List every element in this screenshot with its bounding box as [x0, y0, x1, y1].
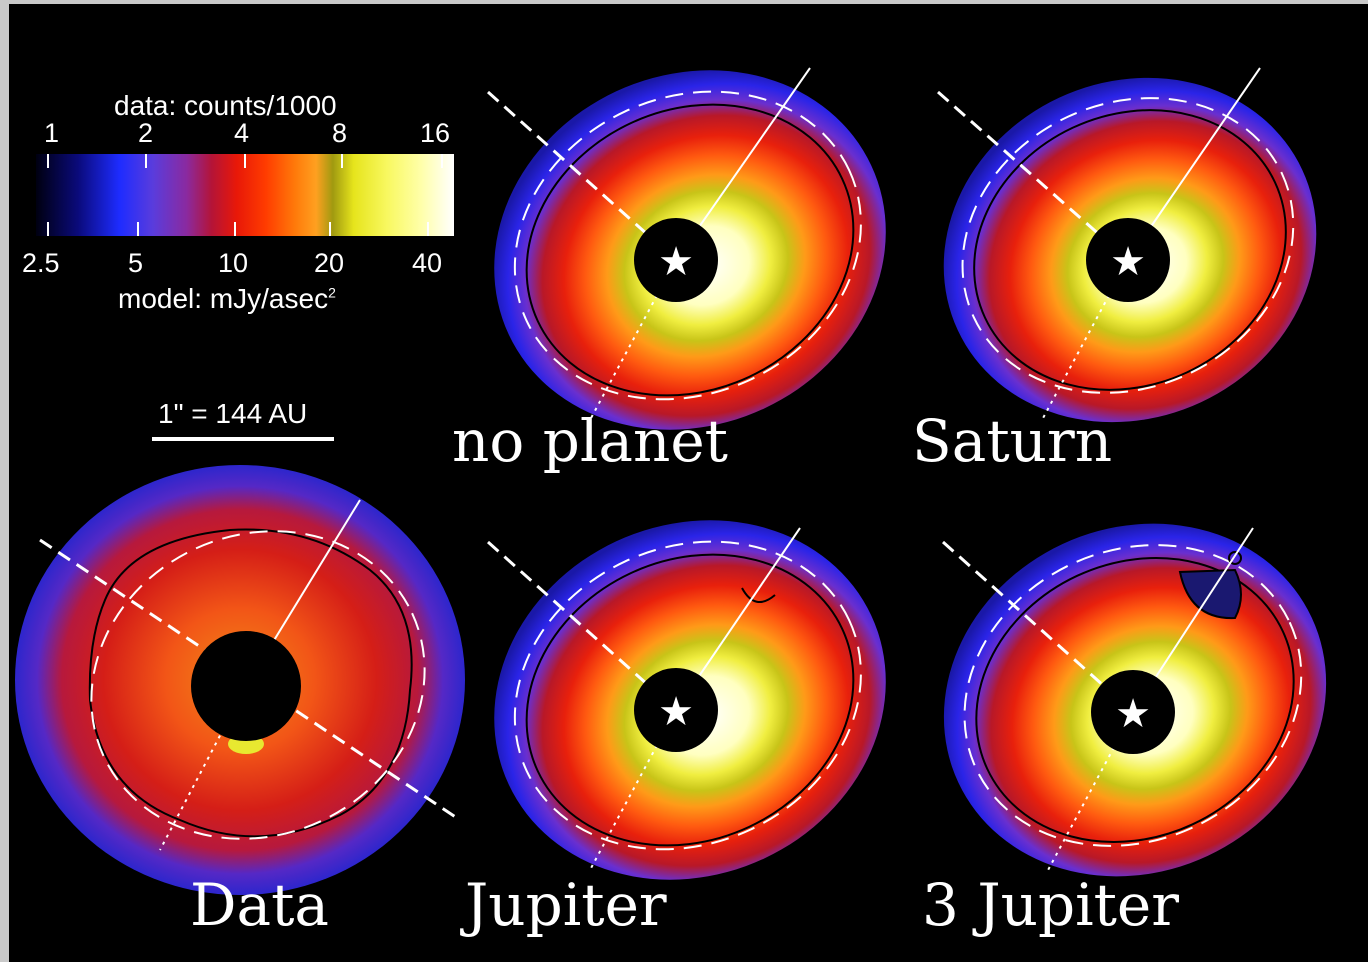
scale-label: 1" = 144 AU	[158, 398, 308, 429]
minor-axis-line	[589, 709, 677, 871]
caption-saturn: Saturn	[912, 407, 1113, 475]
contour-line	[973, 109, 1287, 391]
colorbar-top-tick: 4	[234, 118, 250, 148]
colorbar-top-tick: 8	[332, 118, 348, 148]
colorbar-bottom-tick: 20	[314, 248, 345, 278]
star-icon: ★	[658, 689, 694, 735]
ring-fit-ellipse	[513, 540, 862, 851]
colorbar-bottom-tick: 40	[412, 248, 443, 278]
coronagraph-mask	[634, 668, 718, 752]
colorbar-bottom-tick: 10	[218, 248, 249, 278]
planet-gap-contour	[1228, 551, 1242, 565]
ring-fit-ellipse	[513, 90, 862, 401]
star-icon: ★	[1115, 691, 1151, 737]
star-icon: ★	[1110, 239, 1146, 285]
coronagraph-mask	[1091, 670, 1175, 754]
ring-fit-ellipse	[961, 97, 1295, 394]
contour-line	[525, 553, 855, 847]
scale-bar	[152, 437, 334, 441]
contour-line	[525, 103, 855, 397]
minor-axis-line	[159, 685, 247, 851]
colorbar-bottom-tick: 2.5	[22, 248, 60, 278]
minor-axis-line	[589, 259, 677, 421]
major-axis-line	[937, 90, 1129, 262]
caption-3-jupiter: 3 Jupiter	[922, 871, 1179, 939]
panel-saturn: ★	[937, 67, 1317, 423]
colorbar	[36, 154, 454, 236]
ring-fit-ellipse	[963, 544, 1303, 847]
caption-data: Data	[190, 871, 329, 939]
major-axis-line	[487, 540, 677, 712]
major-axis-line	[487, 90, 677, 262]
colorbar-top-tick: 16	[420, 118, 451, 148]
contour-line	[975, 557, 1295, 843]
colorbar-top-tick: 1	[44, 118, 60, 148]
minor-axis-line	[1046, 711, 1134, 873]
colorbar-top-title: data: counts/1000	[114, 90, 337, 121]
panel-data	[10, 460, 470, 910]
coronagraph-mask	[634, 218, 718, 302]
coronagraph-mask	[1086, 218, 1170, 302]
colorbar-bottom-title-sup: 2	[328, 284, 336, 301]
contour-line	[88, 528, 413, 838]
panel-3-jupiter: ★	[941, 523, 1327, 877]
caption-no-planet: no planet	[452, 407, 728, 475]
colorbar-top-tick: 2	[138, 118, 154, 148]
colorbar-bottom-title-main: model: mJy/asec	[118, 283, 329, 314]
minor-axis-line	[1041, 259, 1129, 421]
colorbar-bottom-title: model: mJy/asec2	[118, 285, 336, 313]
star-icon: ★	[658, 239, 694, 285]
ring-fit-ellipse	[90, 530, 426, 840]
panel-no-planet: ★	[487, 67, 886, 430]
planet-gap-contour	[741, 587, 776, 603]
coronagraph-mask	[191, 631, 301, 741]
colorbar-bottom-tick: 5	[128, 248, 144, 278]
panel-jupiter: ★	[487, 520, 886, 880]
caption-jupiter: Jupiter	[465, 871, 667, 939]
